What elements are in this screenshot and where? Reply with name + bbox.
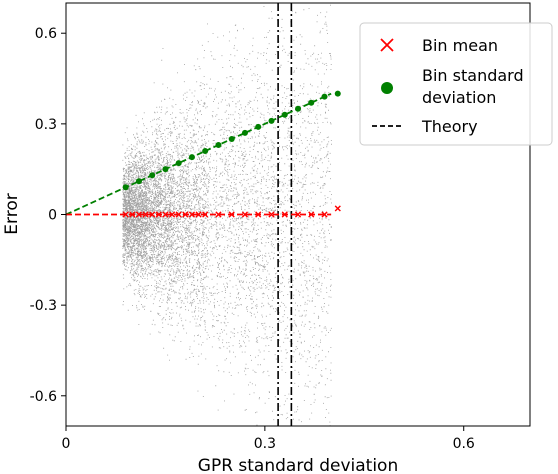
- bin-mean-point: [195, 211, 202, 218]
- y-tick-label: 0: [48, 208, 57, 224]
- bin-mean-point: [228, 211, 235, 218]
- legend: Bin mean Bin standard deviation Theory: [359, 22, 553, 146]
- bin-mean-point: [308, 211, 315, 218]
- legend-item-bin-std: Bin standard deviation: [381, 66, 524, 107]
- bin-mean-point: [129, 211, 136, 218]
- bin-std-point: [135, 178, 142, 185]
- bin-mean-point: [202, 211, 209, 218]
- bin-std-point: [162, 166, 169, 173]
- legend-x-marker: [380, 38, 394, 52]
- bin-mean-point: [182, 211, 189, 218]
- bin-mean-point: [268, 211, 275, 218]
- bin-std-point: [334, 90, 341, 97]
- bin-std-point: [295, 105, 301, 112]
- bin-mean-point: [188, 211, 196, 218]
- bin-mean-point: [149, 211, 156, 218]
- y-tick-label: 0.6: [35, 26, 57, 42]
- bin-mean-point: [142, 211, 149, 218]
- bin-mean-point: [215, 211, 222, 218]
- bin-std-series: [122, 90, 341, 191]
- scatter-cloud: [122, 4, 332, 426]
- bin-std-point: [308, 99, 315, 106]
- bin-std-point: [228, 135, 235, 142]
- bin-mean-point: [321, 211, 328, 218]
- y-axis-ticks: -0.6 -0.3 0 0.3 0.6: [30, 26, 66, 405]
- theory-line-green: [66, 92, 332, 216]
- bin-mean-point: [162, 211, 169, 218]
- legend-circle-marker: [381, 82, 393, 94]
- legend-item-theory: Theory: [372, 117, 478, 136]
- bin-std-point: [321, 93, 328, 100]
- bin-std-point: [255, 123, 262, 130]
- y-tick-label: -0.6: [30, 389, 57, 405]
- bin-mean-series: [122, 205, 341, 218]
- bin-mean-point: [155, 211, 162, 218]
- y-axis-label: Error: [2, 193, 22, 234]
- legend-label-bin-std-line1: Bin standard: [422, 66, 524, 85]
- bin-mean-point: [255, 211, 262, 218]
- bin-std-point: [268, 117, 275, 124]
- legend-label-bin-mean: Bin mean: [422, 36, 498, 55]
- bin-mean-point: [241, 211, 249, 218]
- bin-mean-point: [334, 205, 341, 212]
- y-tick-label: 0.3: [35, 117, 57, 133]
- theory-lines: [66, 92, 332, 216]
- bin-std-point: [122, 184, 129, 191]
- bin-std-point: [175, 160, 182, 167]
- bin-mean-point: [294, 211, 302, 218]
- legend-item-bin-mean: Bin mean: [380, 36, 498, 55]
- x-tick-label: 0.3: [254, 436, 276, 452]
- y-tick-label: -0.3: [30, 298, 57, 314]
- bin-std-point: [281, 111, 288, 118]
- bin-std-point: [241, 129, 248, 136]
- legend-label-bin-std-line2: deviation: [422, 88, 496, 107]
- x-tick-label: 0.6: [453, 436, 475, 452]
- x-tick-label: 0: [62, 436, 71, 452]
- legend-box: [359, 22, 553, 146]
- bin-mean-point: [175, 211, 182, 218]
- scatter-points: [122, 4, 332, 426]
- x-axis-label: GPR standard deviation: [198, 456, 398, 474]
- x-axis-ticks: 0 0.3 0.6: [62, 426, 475, 452]
- bin-std-point: [149, 172, 156, 179]
- bin-mean-point: [281, 211, 288, 218]
- bin-std-point: [188, 154, 195, 161]
- legend-label-theory: Theory: [421, 117, 478, 136]
- bin-mean-point: [168, 211, 176, 218]
- bin-std-point: [215, 142, 222, 149]
- bin-mean-point: [122, 211, 129, 218]
- bin-std-point: [202, 148, 209, 155]
- bin-mean-point: [135, 211, 143, 218]
